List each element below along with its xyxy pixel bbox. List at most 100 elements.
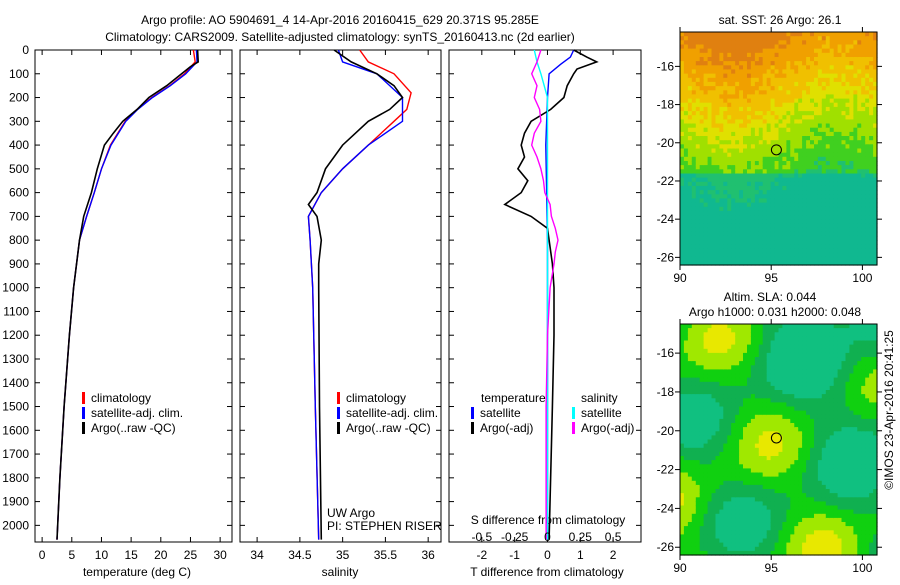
map-cell xyxy=(747,207,752,212)
map-cell xyxy=(814,90,819,95)
map-cell xyxy=(834,111,839,116)
map-cell xyxy=(834,136,839,141)
map-cell xyxy=(771,526,776,531)
map-cell xyxy=(759,514,764,519)
map-cell xyxy=(798,223,803,228)
map-cell xyxy=(779,40,784,45)
map-cell xyxy=(684,207,689,212)
map-cell xyxy=(680,485,685,490)
map-cell xyxy=(857,74,862,79)
map-cell xyxy=(716,257,721,262)
map-cell xyxy=(747,178,752,183)
map-cell xyxy=(743,182,748,187)
map-cell xyxy=(700,257,705,262)
map-cell xyxy=(739,219,744,224)
map-cell xyxy=(802,365,807,370)
map-cell xyxy=(865,32,870,37)
map-cell xyxy=(786,374,791,379)
map-cell xyxy=(822,169,827,174)
map-cell xyxy=(806,419,811,424)
map-cell xyxy=(798,473,803,478)
map-cell xyxy=(763,435,768,440)
map-cell xyxy=(755,464,760,469)
map-cell xyxy=(790,53,795,58)
map-cell xyxy=(716,36,721,41)
map-cell xyxy=(727,440,732,445)
map-cell xyxy=(688,501,693,506)
map-cell xyxy=(782,207,787,212)
map-cell xyxy=(759,349,764,354)
map-cell xyxy=(857,223,862,228)
map-cell xyxy=(865,111,870,116)
map-cell xyxy=(782,497,787,502)
map-cell xyxy=(684,65,689,70)
map-cell xyxy=(696,398,701,403)
map-cell xyxy=(794,357,799,362)
map-cell xyxy=(790,526,795,531)
map-cell xyxy=(723,374,728,379)
map-cell xyxy=(692,423,697,428)
map-cell xyxy=(786,336,791,341)
map-cell xyxy=(704,440,709,445)
map-cell xyxy=(794,215,799,220)
annotation-uw-argo: UW Argo xyxy=(327,506,375,520)
map-cell xyxy=(779,485,784,490)
map-cell xyxy=(857,136,862,141)
map-cell xyxy=(719,369,724,374)
map-cell xyxy=(708,394,713,399)
map-cell xyxy=(739,394,744,399)
map-cell xyxy=(712,115,717,120)
map-cell xyxy=(719,124,724,129)
map-cell xyxy=(810,423,815,428)
map-cell xyxy=(806,228,811,233)
map-cell xyxy=(680,341,685,346)
map-cell xyxy=(692,57,697,62)
map-cell xyxy=(794,365,799,370)
map-cell xyxy=(822,65,827,70)
map-cell xyxy=(700,236,705,241)
map-cell xyxy=(727,223,732,228)
map-cell xyxy=(814,207,819,212)
map-cell xyxy=(802,369,807,374)
map-cell xyxy=(814,157,819,162)
x-tick-label: 10 xyxy=(95,548,109,562)
map-cell xyxy=(790,182,795,187)
map-cell xyxy=(779,136,784,141)
map-cell xyxy=(779,140,784,145)
map-cell xyxy=(696,394,701,399)
map-cell xyxy=(779,336,784,341)
map-cell xyxy=(688,223,693,228)
legend-header-temperature: temperature xyxy=(481,391,546,405)
map-cell xyxy=(712,349,717,354)
map-cell xyxy=(688,411,693,416)
map-cell xyxy=(826,103,831,108)
map-cell xyxy=(731,369,736,374)
map-cell xyxy=(696,90,701,95)
map-cell xyxy=(739,165,744,170)
map-cell xyxy=(727,431,732,436)
map-cell xyxy=(802,345,807,350)
map-cell xyxy=(771,522,776,527)
map-cell xyxy=(782,530,787,535)
map-cell xyxy=(747,248,752,253)
map-cell xyxy=(857,90,862,95)
map-cell xyxy=(794,332,799,337)
map-cell xyxy=(731,157,736,162)
map-cell xyxy=(830,99,835,104)
map-cell xyxy=(810,444,815,449)
map-cell xyxy=(704,547,709,552)
map-cell xyxy=(763,382,768,387)
map-cell xyxy=(786,74,791,79)
map-cell xyxy=(849,140,854,145)
map-cell xyxy=(727,341,732,346)
map-cell xyxy=(731,124,736,129)
map-cell xyxy=(782,186,787,191)
map-cell xyxy=(719,530,724,535)
map-cell xyxy=(857,165,862,170)
map-cell xyxy=(779,324,784,329)
map-cell xyxy=(759,186,764,191)
map-cell xyxy=(712,415,717,420)
map-cell xyxy=(838,240,843,245)
map-cell xyxy=(688,198,693,203)
map-cell xyxy=(790,390,795,395)
